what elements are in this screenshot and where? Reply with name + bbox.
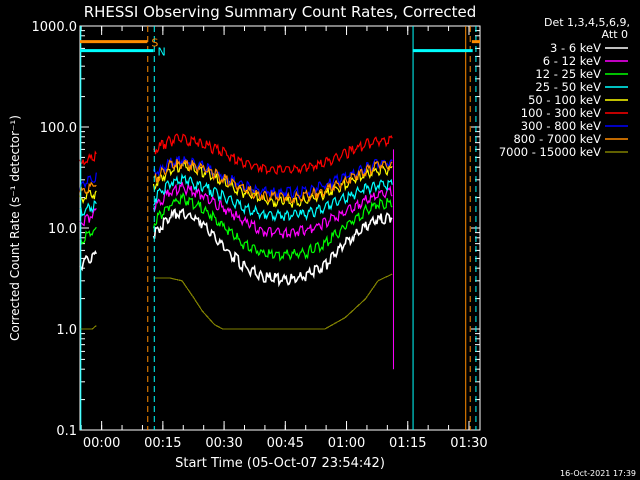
- legend-entry-label: 7000 - 15000 keV: [499, 145, 601, 159]
- legend-entry-label: 800 - 7000 keV: [513, 132, 601, 146]
- x-tick-label: 00:00: [83, 436, 120, 451]
- x-tick-label: 01:30: [450, 436, 487, 451]
- x-tick-label: 00:30: [205, 436, 242, 451]
- series-line: [153, 133, 393, 175]
- plot-border: [79, 25, 481, 431]
- series-line: [79, 172, 97, 192]
- y-axis-label: Corrected Count Rate (s⁻¹ detector⁻¹): [8, 115, 22, 341]
- y-tick-label: 0.1: [56, 424, 77, 439]
- legend-entry-label: 100 - 300 keV: [521, 106, 601, 120]
- series-layer: [79, 133, 394, 370]
- series-7: [79, 159, 393, 204]
- series-8: [80, 273, 393, 330]
- legend-entry-label: 300 - 800 keV: [521, 119, 601, 133]
- y-tick-label: 1000.0: [32, 20, 78, 35]
- x-tick-label: 01:00: [328, 436, 365, 451]
- y-tick-label: 10.0: [48, 222, 77, 237]
- series-line: [79, 150, 97, 166]
- series-line: [152, 208, 393, 288]
- series-line: [79, 226, 97, 245]
- flag-label: S: [151, 37, 158, 50]
- x-tick-label: 00:45: [267, 436, 304, 451]
- x-tick-label: 00:15: [144, 436, 181, 451]
- legend-header-line-2: Att 0: [602, 28, 628, 41]
- series-3: [79, 172, 393, 223]
- legend-entry-label: 25 - 50 keV: [535, 80, 601, 94]
- x-axis-label: Start Time (05-Oct-07 23:54:42): [175, 456, 385, 471]
- series-line: [79, 181, 97, 195]
- legend-header-line-1: Det 1,3,4,5,6,9,: [544, 16, 630, 29]
- chart-title: RHESSI Observing Summary Count Rates, Co…: [84, 3, 477, 21]
- legend-entry-label: 3 - 6 keV: [550, 41, 601, 55]
- y-tick-label: 100.0: [40, 121, 77, 136]
- series-6: [79, 155, 393, 200]
- flag-layer: SN: [80, 26, 480, 430]
- series-line: [152, 192, 393, 262]
- series-1: [79, 181, 393, 239]
- series-line: [152, 155, 393, 200]
- series-line: [79, 200, 97, 217]
- legend-entry-label: 6 - 12 keV: [543, 54, 601, 68]
- series-line: [153, 172, 393, 223]
- series-line: [79, 249, 98, 272]
- legend-entry-label: 12 - 25 keV: [535, 67, 601, 81]
- series-line: [80, 325, 97, 330]
- y-tick-label: 1.0: [56, 323, 77, 338]
- series-line: [152, 181, 393, 239]
- series-5: [79, 133, 393, 175]
- series-line: [79, 208, 97, 227]
- series-line: [153, 273, 393, 330]
- x-tick-label: 01:15: [389, 436, 426, 451]
- series-0: [79, 208, 393, 288]
- series-2: [79, 192, 393, 262]
- series-line: [153, 159, 393, 204]
- flag-label: N: [157, 46, 165, 59]
- generation-timestamp: 16-Oct-2021 17:39: [560, 469, 636, 478]
- plot-frame: 0.1 1.0 10.0 100.0 1000.0 00:00 00:15 00:30 00:4…: [32, 20, 488, 451]
- legend-entry-label: 50 - 100 keV: [528, 93, 601, 107]
